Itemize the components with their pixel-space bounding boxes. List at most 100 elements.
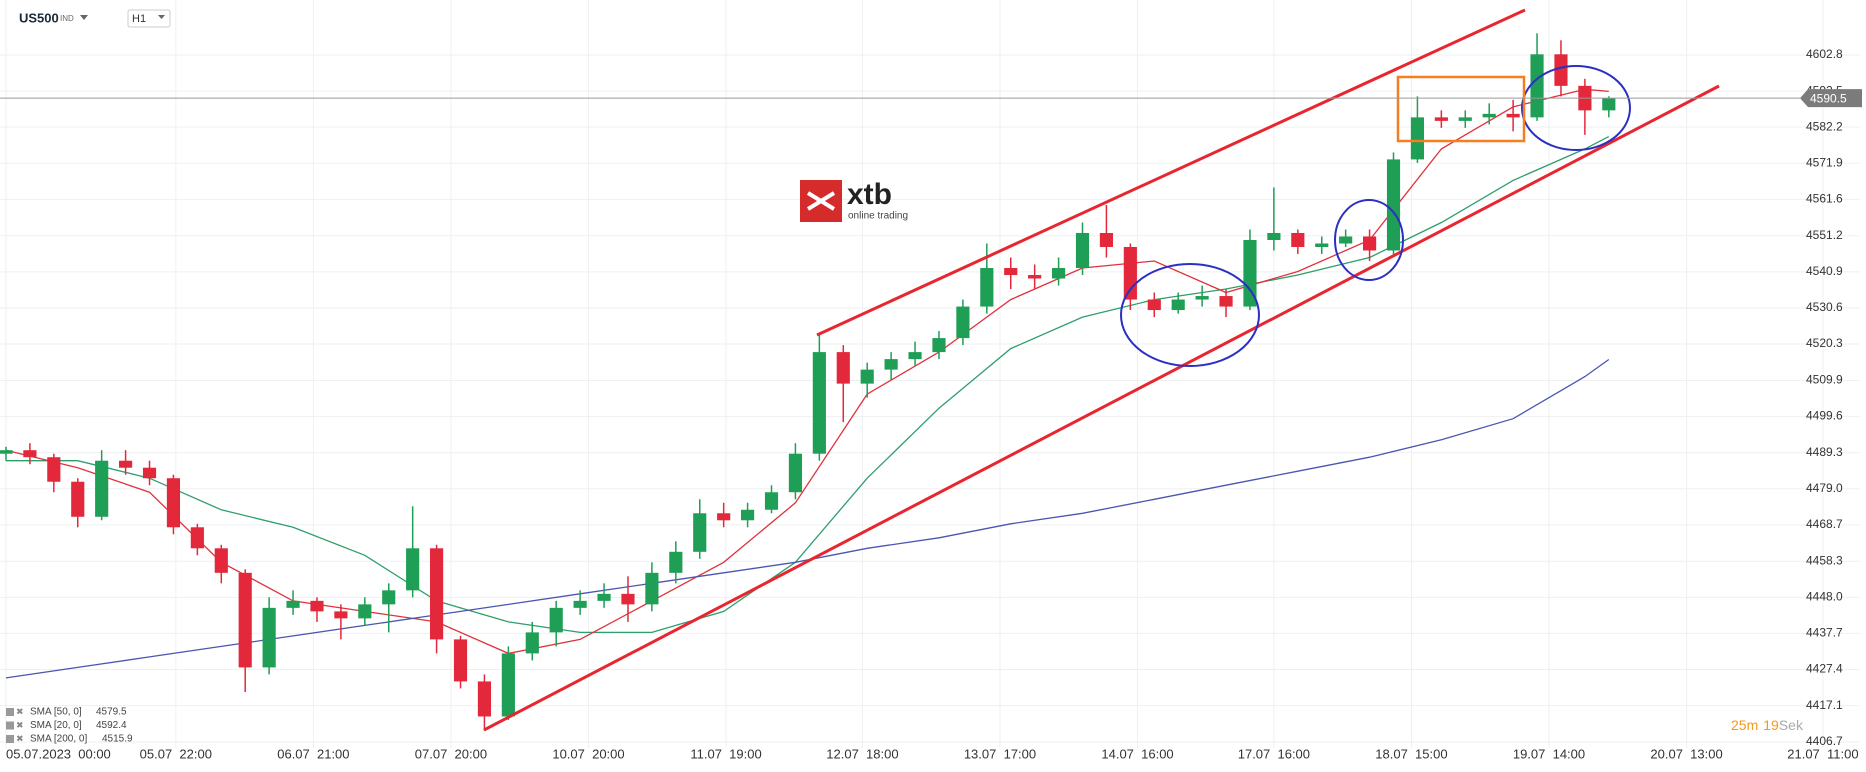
x-tick-label: 14.07 16:00 xyxy=(1101,746,1173,761)
candle-body xyxy=(573,600,587,608)
y-tick-label: 4479.0 xyxy=(1806,481,1843,495)
x-tick-label: 06.07 21:00 xyxy=(277,746,349,761)
candle-body xyxy=(430,548,444,640)
y-tick-label: 4561.6 xyxy=(1806,192,1843,206)
candle-body xyxy=(477,681,492,717)
sma-line xyxy=(5,358,1610,679)
candle-body xyxy=(71,481,85,517)
candle-body xyxy=(1386,159,1401,251)
y-tick-label: 4520.3 xyxy=(1806,336,1843,350)
candle-body xyxy=(1052,268,1066,279)
timeframe: H1 xyxy=(132,13,146,25)
timeframe-select[interactable] xyxy=(127,9,171,28)
x-tick-label: 05.07 22:00 xyxy=(140,746,212,761)
candle-body xyxy=(1219,296,1233,307)
sma-line xyxy=(5,88,1609,655)
candle-body xyxy=(1602,98,1616,111)
x-tick-label: 20.07 13:00 xyxy=(1650,746,1722,761)
countdown: 25m 19Sek xyxy=(1731,717,1804,733)
legend-icon xyxy=(6,708,14,716)
countdown-seconds: 19 xyxy=(1763,717,1779,733)
timeframe-dropdown[interactable] xyxy=(158,15,165,19)
candle-body xyxy=(1171,299,1185,311)
candle-body xyxy=(1004,268,1018,276)
y-tick-label: 4437.7 xyxy=(1806,626,1843,640)
y-tick-label: 4540.9 xyxy=(1806,264,1843,278)
candle-body xyxy=(1363,236,1377,251)
legend-icon xyxy=(6,735,14,743)
y-tick-label: 4417.1 xyxy=(1806,698,1843,712)
countdown-minutes: 25 xyxy=(1731,717,1747,733)
candle-body xyxy=(1482,113,1496,118)
y-tick-label: 4489.3 xyxy=(1806,445,1843,459)
countdown-minutes-unit: m xyxy=(1747,717,1759,733)
candle-body xyxy=(621,593,635,605)
y-tick-label: 4458.3 xyxy=(1806,553,1843,567)
logo-mark xyxy=(806,191,836,211)
candle-body xyxy=(1506,113,1520,118)
candle-body xyxy=(932,338,946,353)
price-tag xyxy=(1800,89,1862,108)
candle-body xyxy=(382,590,396,605)
candle-body xyxy=(525,632,539,654)
candle-body xyxy=(47,457,61,482)
candle-body xyxy=(166,478,181,528)
legend-value: 4515.9 xyxy=(102,734,133,745)
candle-body xyxy=(1458,117,1472,121)
candle-body xyxy=(597,593,611,601)
candle-body xyxy=(669,551,683,573)
x-tick-label: 19.07 14:00 xyxy=(1513,746,1585,761)
legend-icon xyxy=(6,721,14,730)
candle-body xyxy=(95,460,109,517)
candle-body xyxy=(717,513,731,521)
highlight-ellipse xyxy=(1120,263,1260,367)
consolidation-box xyxy=(1396,75,1526,143)
price-tag-label: 4590.5 xyxy=(1810,91,1847,105)
logo-name: xtb xyxy=(847,178,892,211)
x-tick-label: 12.07 18:00 xyxy=(826,746,898,761)
legend-x: ✖ xyxy=(16,733,24,743)
candle-body xyxy=(1267,232,1281,240)
y-tick-label: 4551.2 xyxy=(1806,228,1843,242)
y-tick-label: 4509.9 xyxy=(1806,373,1843,387)
candle-body xyxy=(358,604,372,619)
candle-body xyxy=(812,352,826,454)
candle-body xyxy=(1434,117,1448,121)
symbol-dropdown[interactable] xyxy=(80,15,88,20)
x-tick-label: 13.07 17:00 xyxy=(964,746,1036,761)
candle-body xyxy=(23,450,37,458)
trend-line xyxy=(816,8,1526,337)
y-tick-label: 4602.8 xyxy=(1806,47,1843,61)
highlight-ellipse xyxy=(1334,199,1404,281)
candle-body xyxy=(1099,232,1114,247)
candle-body xyxy=(262,607,276,668)
y-tick-label: 4530.6 xyxy=(1806,300,1843,314)
y-tick-label: 4406.7 xyxy=(1806,734,1843,748)
candle-body xyxy=(1147,299,1161,311)
candle-body xyxy=(908,352,922,360)
x-tick-label: 21.07 11:00 xyxy=(1787,746,1858,761)
candle-body xyxy=(190,527,204,549)
legend-name: SMA [200, 0] xyxy=(30,734,87,745)
candle-body xyxy=(884,359,898,370)
candle-body xyxy=(764,492,779,510)
legend-value: 4592.4 xyxy=(96,720,127,731)
symbol: US500 xyxy=(19,10,59,25)
grid xyxy=(0,0,1860,748)
legend-name: SMA [50, 0] xyxy=(30,707,82,718)
labels: 4406.7 4417.1 4427.4 4437.7 4448.0 4458.3 4468… xyxy=(0,47,1862,761)
candle-body xyxy=(406,548,420,591)
candle-body xyxy=(788,453,803,493)
candle-body xyxy=(741,509,755,521)
legend-value: 4579.5 xyxy=(96,707,127,718)
x-tick-label: 17.07 16:00 xyxy=(1238,746,1310,761)
candle-body xyxy=(1028,275,1042,279)
x-tick-label: 10.07 20:00 xyxy=(552,746,624,761)
candle-body xyxy=(549,607,563,633)
candle-body xyxy=(980,268,994,307)
highlight-ellipse xyxy=(1521,65,1631,151)
sma-line xyxy=(6,136,1610,634)
y-tick-label: 4468.7 xyxy=(1806,517,1843,531)
market: IND xyxy=(60,14,74,23)
